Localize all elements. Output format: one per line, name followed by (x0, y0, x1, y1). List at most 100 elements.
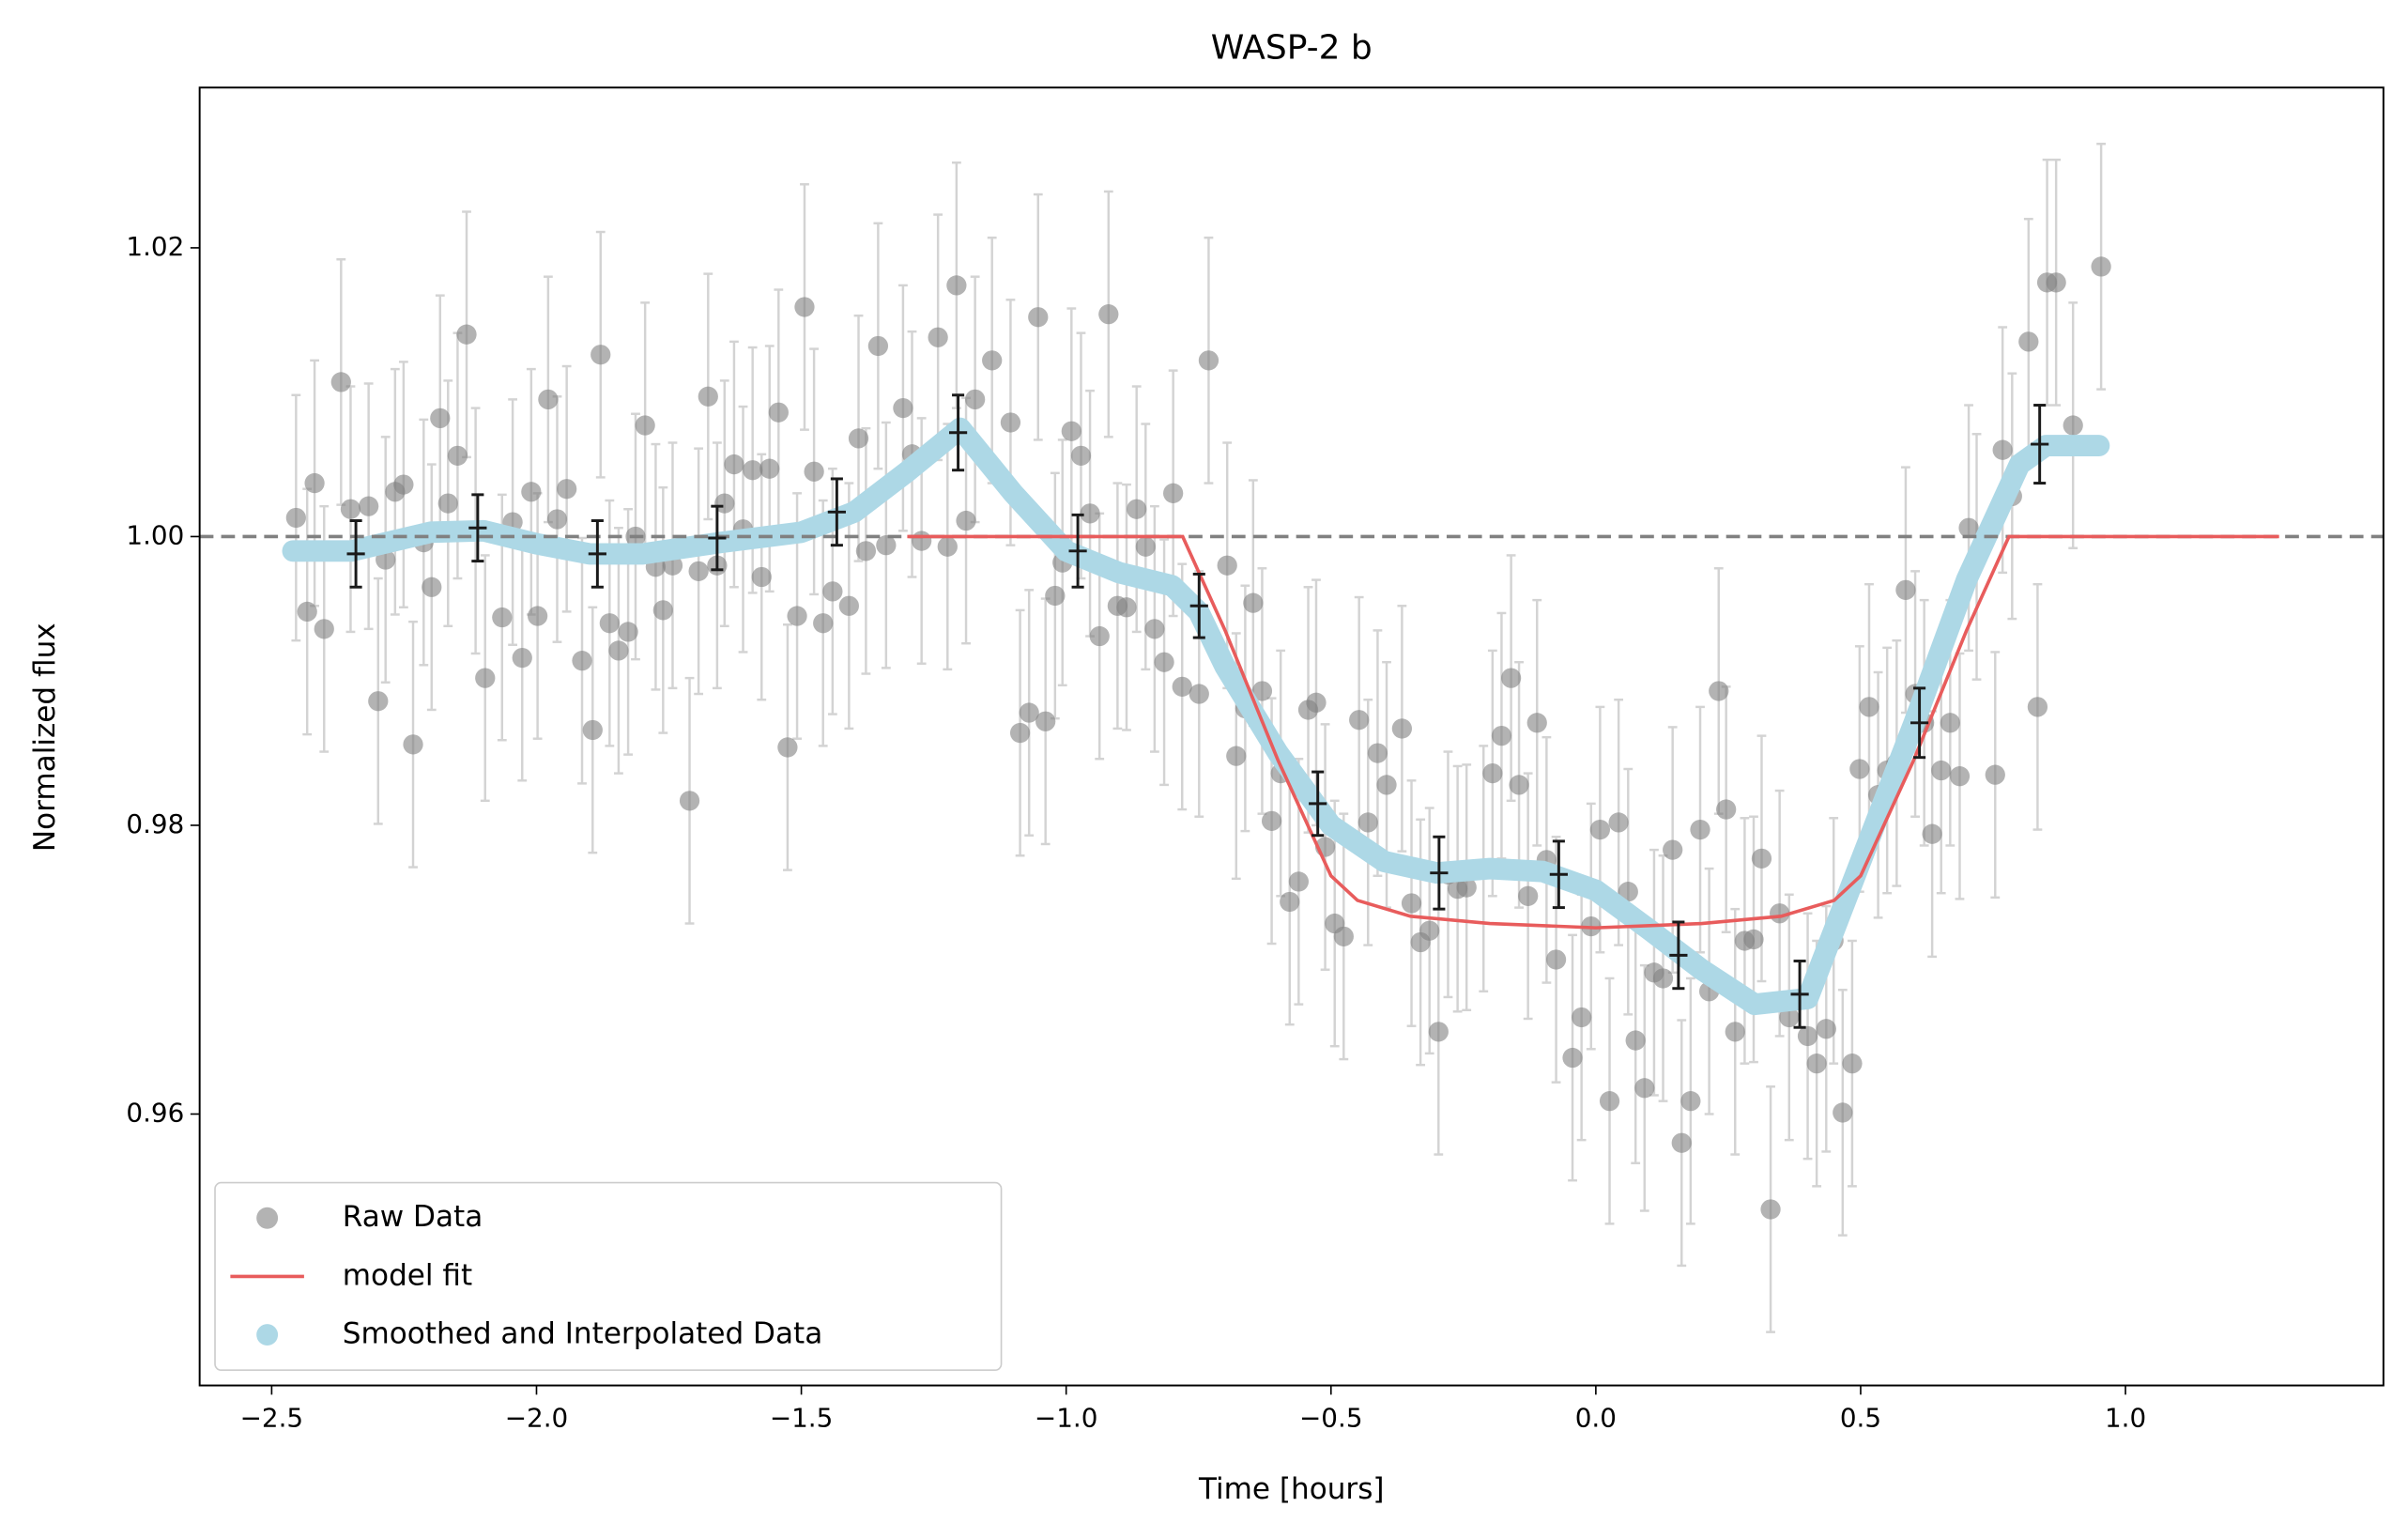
raw-point (430, 408, 451, 428)
raw-point (2063, 415, 2083, 436)
binned-point (1790, 960, 1809, 1029)
binned-point (1549, 839, 1568, 910)
raw-point (475, 668, 496, 688)
raw-point (768, 402, 789, 423)
x-tick-label: −1.5 (770, 1403, 834, 1434)
raw-point (340, 499, 361, 519)
raw-point (743, 460, 763, 481)
x-axis-label: Time [hours] (1198, 1472, 1385, 1506)
raw-point (679, 791, 700, 811)
raw-point (1652, 968, 1674, 989)
raw-point (1491, 726, 1512, 746)
raw-point (1690, 819, 1710, 840)
raw-point (1135, 536, 1156, 557)
raw-point (1816, 1019, 1836, 1039)
binned-point (1910, 686, 1929, 760)
raw-point (527, 606, 548, 626)
raw-point (759, 458, 780, 479)
raw-point (937, 536, 958, 557)
raw-point (688, 561, 709, 581)
binned-point (1430, 835, 1449, 911)
binned-point (346, 519, 365, 589)
raw-point (946, 275, 967, 296)
raw-point (928, 327, 948, 347)
raw-point (1376, 775, 1397, 795)
raw-point (794, 297, 815, 317)
raw-point (1251, 681, 1273, 701)
raw-point (2091, 256, 2111, 277)
raw-point (1349, 710, 1370, 731)
raw-point (359, 496, 379, 516)
binned-point (1068, 513, 1087, 589)
raw-point (1572, 1007, 1592, 1028)
raw-point (1931, 760, 1952, 781)
raw-point (1725, 1022, 1745, 1042)
raw-point (813, 613, 834, 634)
raw-point (1779, 1007, 1800, 1028)
raw-point (1261, 810, 1282, 831)
raw-point (1401, 893, 1422, 914)
plot (199, 142, 2384, 1333)
raw-point (368, 691, 389, 712)
x-tick-label: −1.0 (1035, 1403, 1098, 1434)
raw-point (538, 389, 559, 410)
plot-frame (198, 86, 2385, 1387)
raw-point (652, 600, 673, 621)
binned-point (948, 393, 968, 472)
raw-point (1618, 882, 1638, 902)
x-tick-label: −0.5 (1299, 1403, 1363, 1434)
raw-point (1189, 684, 1209, 704)
x-tick-label: −2.5 (240, 1403, 304, 1434)
y-tick-label: 1.02 (126, 231, 184, 262)
raw-point (876, 535, 897, 556)
smoothed-line (282, 417, 2110, 1016)
raw-point (751, 566, 772, 588)
raw-point (1545, 949, 1567, 970)
raw-point (456, 324, 477, 345)
raw-point (1663, 839, 1683, 860)
raw-point (1625, 1030, 1646, 1051)
raw-point (956, 510, 976, 531)
raw-point (1709, 681, 1729, 701)
legend: Raw Data model fit Smoothed and Interpolat… (214, 1181, 1003, 1372)
raw-point (521, 482, 542, 502)
raw-point (1280, 891, 1300, 913)
chart-title: WASP-2 b (1211, 28, 1373, 67)
raw-point (1599, 1091, 1620, 1112)
raw-point (422, 577, 442, 597)
legend-swatch (256, 1324, 279, 1346)
raw-point (1144, 619, 1165, 639)
raw-point (546, 509, 568, 530)
raw-point (838, 595, 859, 616)
raw-point (2027, 697, 2048, 717)
raw-point (437, 493, 458, 514)
raw-point (1716, 799, 1737, 820)
raw-point (1608, 812, 1629, 833)
raw-point (1992, 439, 2013, 460)
raw-point (618, 622, 638, 642)
raw-point (787, 606, 807, 626)
raw-point (893, 397, 913, 419)
raw-point (777, 737, 798, 758)
raw-point (1028, 307, 1049, 328)
raw-point (848, 428, 869, 449)
raw-point (982, 350, 1003, 371)
legend-label: Raw Data (343, 1200, 483, 1234)
binned-point (468, 493, 487, 563)
raw-point (1288, 871, 1309, 892)
raw-point (635, 415, 655, 436)
raw-point (1806, 1054, 1827, 1074)
raw-point (822, 581, 843, 602)
raw-point (1985, 764, 2005, 785)
raw-point (1198, 350, 1219, 371)
raw-point (1306, 692, 1327, 713)
raw-point (393, 474, 414, 495)
raw-point (1751, 848, 1772, 869)
raw-point (1797, 1025, 1818, 1047)
raw-point (1500, 668, 1522, 688)
raw-point (912, 531, 932, 551)
binned-point (588, 519, 606, 589)
raw-point (1589, 819, 1611, 840)
raw-point (1009, 722, 1031, 744)
